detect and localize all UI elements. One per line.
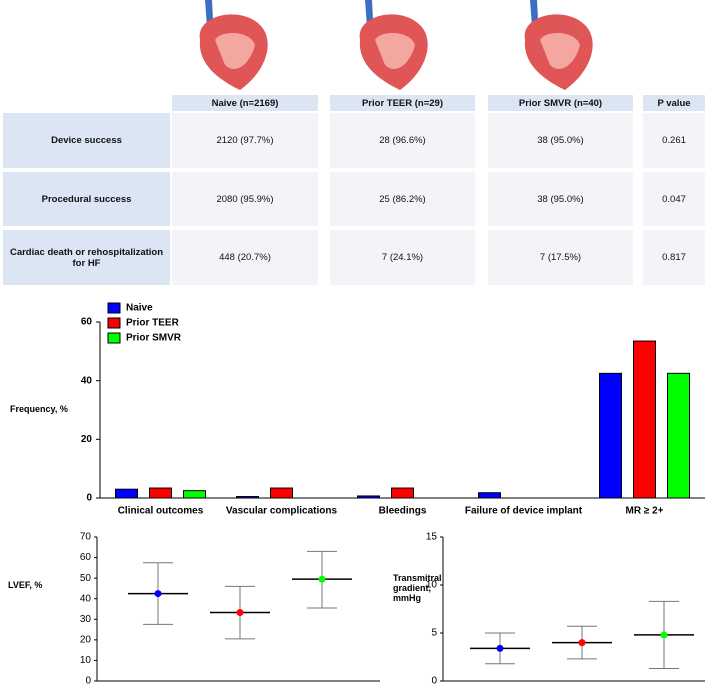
- column-header: P value: [643, 95, 705, 111]
- mean-dot: [578, 639, 586, 647]
- legend-label: Prior SMVR: [126, 333, 182, 344]
- table-cell: 2080 (95.9%): [172, 172, 318, 226]
- y-tick-label: 50: [80, 573, 92, 584]
- column-header: Prior TEER (n=29): [330, 95, 475, 111]
- y-tick-label: 5: [431, 628, 437, 639]
- legend-swatch: [107, 332, 121, 344]
- column-header: Prior SMVR (n=40): [488, 95, 633, 111]
- bar: [391, 487, 414, 499]
- y-tick-label: 10: [80, 655, 92, 666]
- y-tick-label: 40: [81, 375, 93, 386]
- y-tick-label: 30: [80, 614, 92, 625]
- y-tick-label: 0: [85, 676, 91, 687]
- row-label: Procedural success: [3, 172, 170, 226]
- bar: [478, 492, 501, 499]
- y-axis-label: LVEF, %: [8, 580, 43, 590]
- y-tick-label: 20: [80, 634, 92, 645]
- y-tick-label: 0: [431, 676, 437, 687]
- mean-dot: [496, 644, 504, 652]
- legend-label: Prior TEER: [126, 318, 180, 329]
- mean-dot: [236, 608, 244, 616]
- table-cell: 38 (95.0%): [488, 172, 633, 226]
- y-tick-label: 0: [86, 493, 92, 504]
- legend-swatch: [107, 302, 121, 314]
- table-cell: 28 (96.6%): [330, 113, 475, 168]
- heart-icon: [199, 0, 268, 90]
- bar: [633, 340, 656, 499]
- legend-label: Naive: [126, 303, 153, 314]
- table-cell: 0.047: [643, 172, 705, 226]
- table-cell: 38 (95.0%): [488, 113, 633, 168]
- table-cell: 448 (20.7%): [172, 230, 318, 285]
- table-cell: 2120 (97.7%): [172, 113, 318, 168]
- y-tick-label: 15: [426, 532, 438, 543]
- legend-swatch: [107, 317, 121, 329]
- x-tick-label: Bleedings: [379, 506, 427, 517]
- bar: [357, 495, 380, 499]
- table-cell: 0.261: [643, 113, 705, 168]
- y-tick-label: 10: [426, 580, 438, 591]
- table-cell: 25 (86.2%): [330, 172, 475, 226]
- y-tick-label: 60: [80, 552, 92, 563]
- mean-dot: [318, 575, 326, 583]
- y-tick-label: 70: [80, 532, 92, 543]
- bar: [115, 488, 138, 499]
- row-label: Cardiac death or rehospitalization for H…: [3, 230, 170, 285]
- heart-icon: [359, 0, 428, 90]
- x-tick-label: Failure of device implant: [465, 506, 583, 517]
- mean-dot: [154, 590, 162, 598]
- column-header: Naive (n=2169): [172, 95, 318, 111]
- row-label: Device success: [3, 113, 170, 168]
- bar: [236, 496, 259, 499]
- y-tick-label: 40: [80, 593, 92, 604]
- y-tick-label: 20: [81, 434, 93, 445]
- x-tick-label: MR ≥ 2+: [626, 506, 664, 517]
- x-tick-label: Clinical outcomes: [118, 506, 204, 517]
- bar: [149, 487, 172, 499]
- x-tick-label: Vascular complications: [226, 506, 338, 517]
- bar: [183, 490, 206, 499]
- table-cell: 0.817: [643, 230, 705, 285]
- bar: [270, 487, 293, 499]
- y-axis-label: Transmitral gradient, mmHg: [393, 573, 442, 603]
- bar: [599, 372, 622, 499]
- table-cell: 7 (17.5%): [488, 230, 633, 285]
- y-tick-label: 60: [81, 317, 93, 328]
- bar: [667, 372, 690, 499]
- table-cell: 7 (24.1%): [330, 230, 475, 285]
- heart-icon: [524, 0, 593, 90]
- y-axis-label: Frequency, %: [10, 404, 68, 414]
- mean-dot: [660, 631, 668, 639]
